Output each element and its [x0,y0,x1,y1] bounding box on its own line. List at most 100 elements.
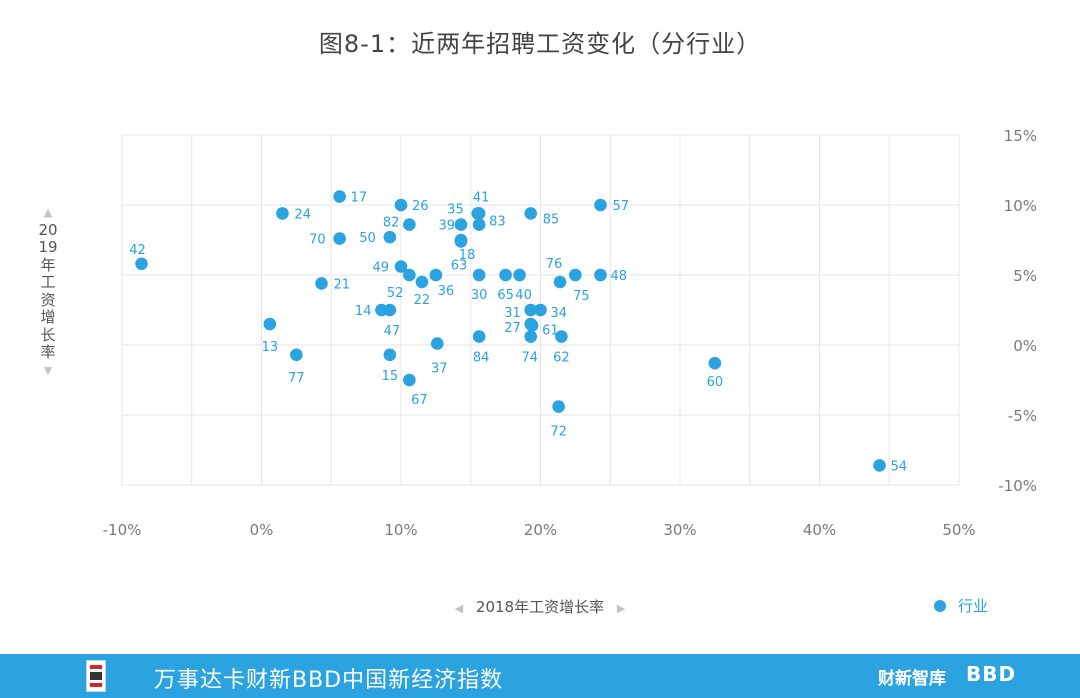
data-point[interactable] [708,356,722,370]
data-point-label: 62 [553,351,570,366]
x-tick-label: 50% [942,521,975,539]
legend-dot-icon [934,599,946,612]
data-point[interactable] [524,330,538,343]
data-point[interactable] [553,275,567,289]
data-point[interactable] [276,207,289,220]
data-point[interactable] [383,303,397,317]
x-tick-label: 0% [250,521,274,539]
data-point[interactable] [569,268,582,282]
y-tick-label: -5% [1008,407,1037,425]
data-point-label: 61 [542,323,559,338]
y-axis-label: ▲ 2019年工资增长率 ▼ [38,204,58,379]
x-axis-label: ◀ 2018年工资增长率 ▶ [0,596,1080,617]
data-point[interactable] [403,218,416,231]
data-point-label: 27 [504,321,521,336]
caixin-logo-icon [86,660,106,692]
data-point[interactable] [429,268,443,282]
y-tick-label: 10% [1004,197,1037,215]
data-point[interactable] [472,207,486,220]
footer-title: 万事达卡财新BBD中国新经济指数 [154,668,504,693]
data-point[interactable] [524,207,538,220]
y-tick-labels: 15% 10% 5% 0% -5% -10% [998,127,1037,495]
x-tick-label: 30% [663,521,696,539]
data-point[interactable] [499,268,512,282]
data-point-label: 67 [411,393,428,408]
data-point-label: 49 [372,261,389,276]
y-tick-label: 5% [1013,267,1037,285]
data-point[interactable] [290,348,303,362]
y-axis-up-arrow-icon: ▲ [43,206,53,219]
grid [121,134,960,486]
data-point[interactable] [403,373,416,387]
data-point-label: 72 [550,425,567,440]
data-point-label: 41 [473,190,490,205]
data-point[interactable] [472,218,486,231]
data-point-label: 54 [890,459,907,474]
data-point-label: 36 [438,284,455,299]
data-point[interactable] [333,232,346,245]
data-point[interactable] [524,303,538,317]
data-point-label: 26 [412,199,429,214]
data-point[interactable] [454,218,468,231]
data-point-label: 22 [414,293,431,308]
data-point[interactable] [383,348,397,362]
x-axis-label-text: 2018年工资增长率 [475,598,605,616]
data-point[interactable] [394,198,408,212]
data-point[interactable] [513,268,526,282]
y-axis-down-arrow-icon: ▼ [43,363,53,377]
data-point-label: 34 [551,306,568,321]
data-point[interactable] [472,268,486,282]
data-point-label: 70 [309,233,326,248]
data-point[interactable] [472,330,486,343]
data-point[interactable] [525,319,539,332]
data-point-label: 65 [497,288,514,303]
data-point[interactable] [394,260,408,273]
data-point-label: 37 [431,362,448,377]
data-point-label: 14 [355,304,372,319]
data-point[interactable] [555,330,568,343]
legend[interactable]: 行业 [934,595,988,616]
data-point[interactable] [552,400,565,413]
data-point-label: 13 [262,340,279,355]
data-point[interactable] [873,459,886,472]
y-tick-label: 15% [1004,127,1037,145]
x-tick-label: 10% [384,521,417,539]
data-point[interactable] [263,317,277,331]
x-axis-left-arrow-icon: ◀ [454,602,464,615]
x-tick-label: 40% [803,521,836,539]
data-point[interactable] [403,268,416,282]
legend-label: 行业 [958,597,989,615]
y-axis-label-text: 2019年工资增长率 [38,220,58,361]
data-point-label: 21 [333,277,350,292]
footer-bar: 万事达卡财新BBD中国新经济指数 财新智库 BBD [0,654,1080,698]
data-point-label: 24 [294,207,311,222]
x-tick-labels: -10% 0% 10% 20% 30% 40% 50% [103,521,976,539]
data-point[interactable] [315,277,328,290]
data-point[interactable] [135,257,148,271]
data-point-label: 74 [521,351,538,366]
data-point[interactable] [594,268,607,282]
data-point-label: 83 [489,215,506,230]
data-point-label: 60 [707,375,724,390]
data-point[interactable] [594,198,607,212]
data-point[interactable] [415,275,429,289]
data-point-label: 48 [610,269,627,284]
data-points: 42 24 13 77 17 70 21 50 82 26 49 52 22 36 14 47 15 67 37 35… [129,190,907,474]
data-point-label: 39 [438,219,455,234]
data-point[interactable] [534,303,547,317]
data-point[interactable] [383,230,397,244]
y-tick-label: 0% [1013,337,1037,355]
data-point-label: 31 [504,306,521,321]
data-point[interactable] [333,190,346,203]
data-point[interactable] [430,337,444,350]
data-point-label: 84 [473,351,490,366]
data-point[interactable] [454,235,468,248]
data-point-label: 63 [451,258,468,273]
data-point-label: 47 [384,324,401,339]
data-point-label: 42 [129,243,146,258]
data-point-label: 50 [359,231,376,246]
data-point-label: 30 [471,288,488,303]
bbd-logo: BBD [966,662,1017,686]
x-axis-right-arrow-icon: ▶ [616,602,626,615]
